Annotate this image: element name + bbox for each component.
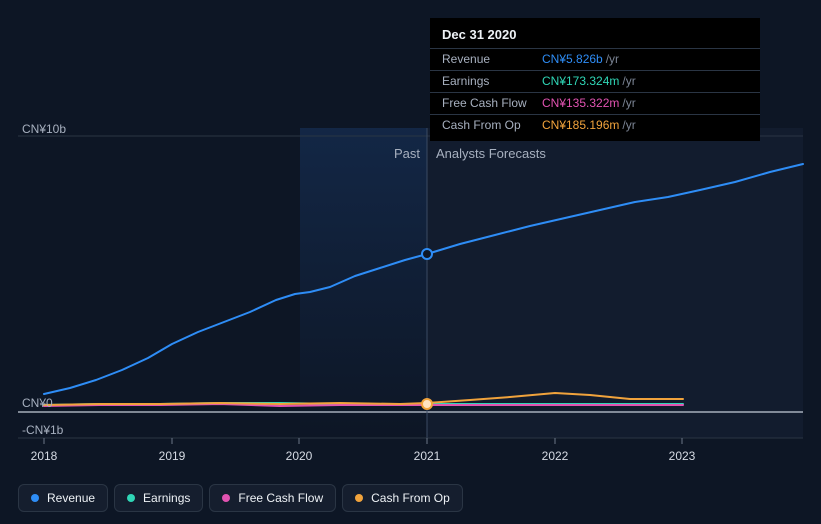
tooltip-row-label: Earnings <box>442 73 542 90</box>
svg-text:2021: 2021 <box>414 449 441 463</box>
tooltip-row-label: Revenue <box>442 51 542 68</box>
legend-dot-icon <box>127 494 135 502</box>
legend-item-cfo[interactable]: Cash From Op <box>342 484 463 512</box>
tooltip-row: Cash From OpCN¥185.196m/yr <box>430 114 760 136</box>
legend-item-earnings[interactable]: Earnings <box>114 484 203 512</box>
legend-dot-icon <box>31 494 39 502</box>
svg-text:2022: 2022 <box>542 449 569 463</box>
tooltip-row-label: Free Cash Flow <box>442 95 542 112</box>
svg-text:2018: 2018 <box>31 449 58 463</box>
past-region-label: Past <box>394 146 420 161</box>
chart-legend: Revenue Earnings Free Cash Flow Cash From O… <box>18 484 463 512</box>
legend-item-label: Earnings <box>143 491 190 505</box>
y-tick-label: CN¥0 <box>22 396 53 410</box>
legend-item-label: Cash From Op <box>371 491 450 505</box>
legend-dot-icon <box>355 494 363 502</box>
legend-item-label: Free Cash Flow <box>238 491 323 505</box>
tooltip-row: EarningsCN¥173.324m/yr <box>430 70 760 92</box>
forecast-region-label: Analysts Forecasts <box>436 146 546 161</box>
chart-tooltip: Dec 31 2020 RevenueCN¥5.826b/yrEarningsC… <box>430 18 760 141</box>
financial-chart: 2018 2019 2020 2021 2022 2023 Past Analysts F… <box>0 0 821 524</box>
tooltip-row-value: CN¥185.196m <box>542 117 619 134</box>
tooltip-row-unit: /yr <box>622 73 635 90</box>
tooltip-row-unit: /yr <box>622 117 635 134</box>
tooltip-row-unit: /yr <box>606 51 619 68</box>
tooltip-row-value: CN¥135.322m <box>542 95 619 112</box>
svg-text:2023: 2023 <box>669 449 696 463</box>
tooltip-row-unit: /yr <box>622 95 635 112</box>
tooltip-row-value: CN¥173.324m <box>542 73 619 90</box>
tooltip-date: Dec 31 2020 <box>430 24 760 48</box>
tooltip-row-label: Cash From Op <box>442 117 542 134</box>
y-tick-label: -CN¥1b <box>22 423 63 437</box>
legend-item-revenue[interactable]: Revenue <box>18 484 108 512</box>
tooltip-row: RevenueCN¥5.826b/yr <box>430 48 760 70</box>
legend-item-fcf[interactable]: Free Cash Flow <box>209 484 336 512</box>
y-tick-label: CN¥10b <box>22 122 66 136</box>
svg-text:2020: 2020 <box>286 449 313 463</box>
tooltip-row: Free Cash FlowCN¥135.322m/yr <box>430 92 760 114</box>
tooltip-row-value: CN¥5.826b <box>542 51 603 68</box>
legend-dot-icon <box>222 494 230 502</box>
legend-item-label: Revenue <box>47 491 95 505</box>
svg-text:2019: 2019 <box>159 449 186 463</box>
